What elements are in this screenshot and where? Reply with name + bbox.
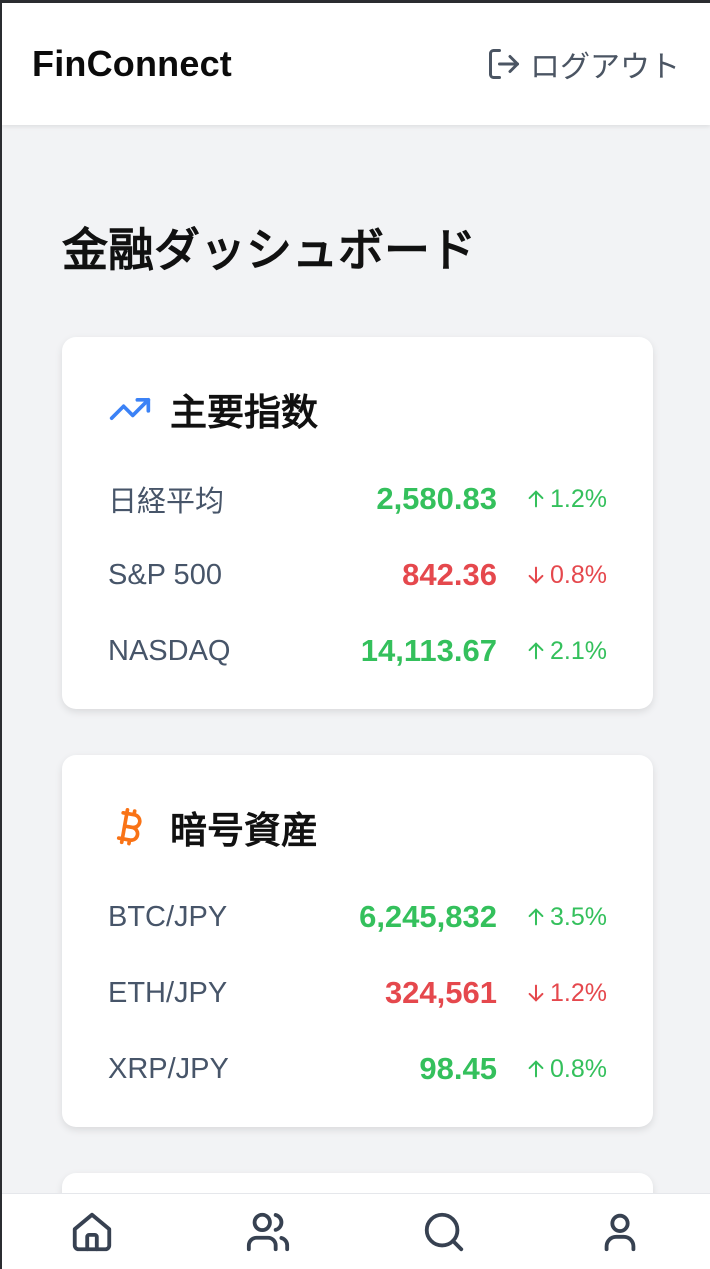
- change-badge: 0.8%: [497, 561, 607, 590]
- user-icon: [604, 1213, 636, 1251]
- top-bar: FinConnect ログアウト: [2, 3, 710, 125]
- list-item[interactable]: XRP/JPY 98.45 0.8%: [108, 1031, 607, 1107]
- change-badge: 1.2%: [497, 979, 607, 1008]
- nav-users-button[interactable]: [244, 1208, 292, 1256]
- pair-price: 6,245,832: [359, 899, 497, 934]
- trending-up-icon: [109, 398, 151, 420]
- pair-price: 98.45: [419, 1051, 497, 1086]
- arrow-up-icon: [528, 642, 544, 660]
- change-badge: 2.1%: [497, 637, 607, 666]
- window-frame-top: [0, 0, 710, 3]
- pair-name: BTC/JPY: [108, 900, 228, 933]
- change-value: 0.8%: [550, 1054, 607, 1083]
- pair-name: ETH/JPY: [108, 976, 228, 1009]
- page-title: 金融ダッシュボード: [62, 223, 476, 277]
- bitcoin-icon: [116, 808, 142, 846]
- logout-button[interactable]: ログアウト: [486, 42, 680, 86]
- change-value: 0.8%: [550, 560, 607, 589]
- change-value: 1.2%: [550, 484, 607, 513]
- arrow-up-icon: [528, 490, 544, 508]
- change-value: 1.2%: [550, 978, 607, 1007]
- index-price: 842.36: [402, 557, 497, 592]
- change-badge: 1.2%: [497, 485, 607, 514]
- arrow-up-icon: [528, 908, 544, 926]
- card-title: 主要指数: [170, 391, 318, 434]
- card-header: 暗号資産: [108, 803, 607, 852]
- users-icon: [246, 1212, 290, 1251]
- list-item[interactable]: 日経平均 2,580.83 1.2%: [108, 461, 607, 537]
- arrow-up-icon: [528, 1060, 544, 1078]
- index-name: NASDAQ: [108, 634, 231, 667]
- list-item[interactable]: ETH/JPY 324,561 1.2%: [108, 955, 607, 1031]
- brand-logo: FinConnect: [32, 43, 232, 84]
- card-title: 暗号資産: [170, 809, 318, 852]
- nav-home-button[interactable]: [68, 1208, 116, 1256]
- list-item[interactable]: NASDAQ 14,113.67 2.1%: [108, 613, 607, 689]
- index-name: S&P 500: [108, 558, 222, 591]
- bottom-nav: [2, 1193, 710, 1269]
- pair-price: 324,561: [384, 975, 497, 1010]
- logout-icon: [489, 49, 519, 79]
- change-value: 3.5%: [550, 902, 607, 931]
- list-item[interactable]: S&P 500 842.36 0.8%: [108, 537, 607, 613]
- major-indices-card: 主要指数 日経平均 2,580.83 1.2% S&P 500 842.36 0…: [62, 337, 653, 709]
- card-header: 主要指数: [108, 385, 607, 434]
- change-badge: 3.5%: [497, 903, 607, 932]
- logout-label: ログアウト: [530, 51, 680, 84]
- nav-profile-button[interactable]: [596, 1208, 644, 1256]
- index-list: 日経平均 2,580.83 1.2% S&P 500 842.36 0.8% N…: [108, 461, 607, 689]
- home-icon: [72, 1212, 112, 1251]
- crypto-assets-card: 暗号資産 BTC/JPY 6,245,832 3.5% ETH/JPY 324,…: [62, 755, 653, 1127]
- change-value: 2.1%: [550, 636, 607, 665]
- window-frame-left: [0, 0, 2, 1269]
- index-price: 14,113.67: [360, 633, 497, 668]
- index-name: 日経平均: [108, 486, 225, 518]
- nav-search-button[interactable]: [420, 1208, 468, 1256]
- crypto-list: BTC/JPY 6,245,832 3.5% ETH/JPY 324,561 1…: [108, 879, 607, 1107]
- change-badge: 0.8%: [497, 1055, 607, 1084]
- search-icon: [424, 1212, 464, 1251]
- arrow-down-icon: [528, 566, 544, 584]
- index-price: 2,580.83: [376, 481, 497, 516]
- arrow-down-icon: [528, 984, 544, 1002]
- pair-name: XRP/JPY: [108, 1052, 229, 1085]
- list-item[interactable]: BTC/JPY 6,245,832 3.5%: [108, 879, 607, 955]
